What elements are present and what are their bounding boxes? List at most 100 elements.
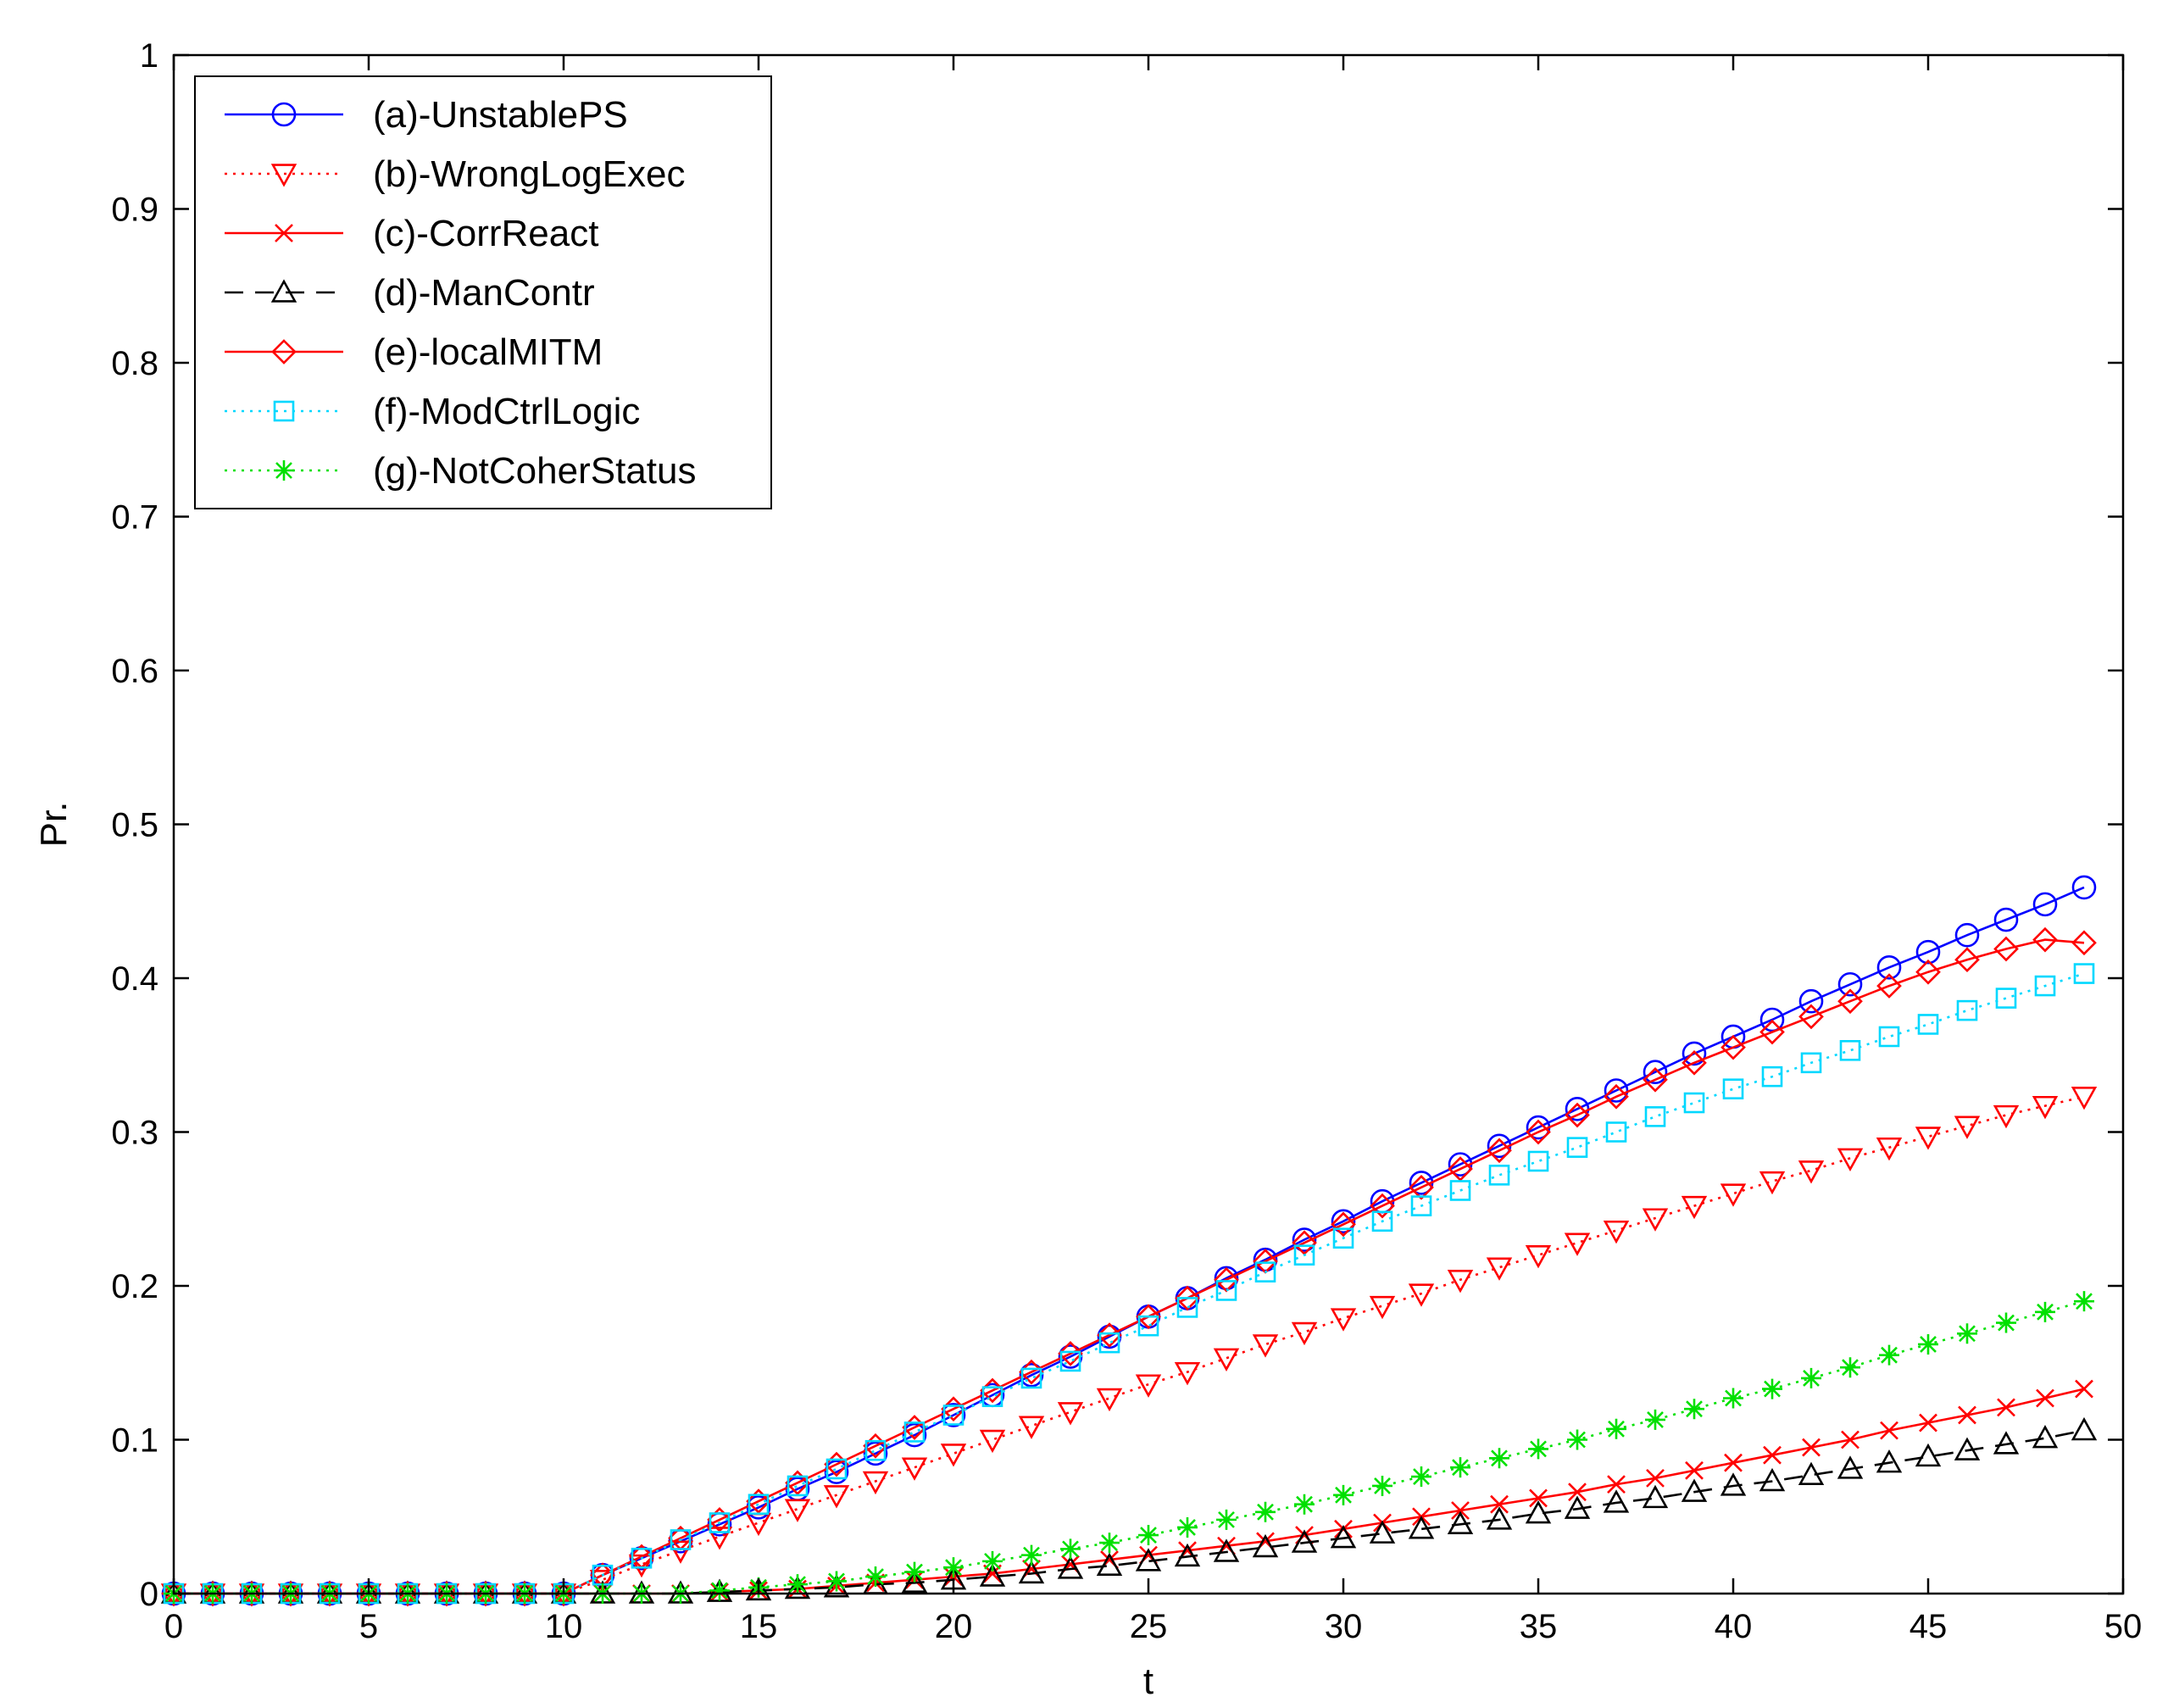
data-point: [902, 1422, 927, 1448]
x-tick-label: 30: [1325, 1608, 1363, 1645]
legend-item-3: (c)-CorrReact: [225, 213, 598, 254]
data-point: [1915, 1443, 1942, 1467]
data-point: [1840, 1357, 1860, 1378]
data-point: [551, 1581, 576, 1606]
data-point: [1527, 1150, 1549, 1172]
data-point: [1880, 1421, 1898, 1440]
data-point: [1489, 1448, 1509, 1469]
x-tick-label: 50: [2104, 1608, 2143, 1645]
data-point: [1526, 1119, 1551, 1145]
data-point: [1409, 1175, 1434, 1200]
data-point: [1841, 1430, 1859, 1449]
data-point: [1642, 1208, 1669, 1232]
data-point: [1993, 1431, 2020, 1455]
data-point: [1798, 988, 1824, 1014]
y-tick-label: 0.2: [111, 1268, 158, 1305]
legend-item-2: (b)-WrongLogExec: [225, 153, 685, 195]
data-point: [1954, 1115, 1981, 1139]
data-point: [1292, 1227, 1317, 1252]
data-point: [823, 1485, 850, 1509]
data-point: [1369, 1295, 1396, 1320]
data-point: [1682, 1049, 1707, 1076]
data-point: [1525, 1245, 1552, 1269]
data-point: [1564, 1495, 1591, 1519]
data-point: [1918, 1333, 1938, 1355]
data-point: [1643, 1060, 1668, 1085]
y-tick-label: 1: [140, 37, 158, 75]
data-point: [1136, 1304, 1161, 1330]
data-point: [2035, 1301, 2055, 1322]
data-point: [1958, 1405, 1976, 1425]
data-point: [1449, 1180, 1471, 1201]
data-point: [1021, 1544, 1042, 1566]
data-point: [473, 1581, 498, 1606]
data-point: [1371, 1210, 1393, 1232]
data-point: [512, 1581, 537, 1606]
data-point: [2032, 1425, 2059, 1449]
data-point: [865, 1566, 886, 1588]
data-point: [1954, 922, 1980, 948]
legend-item-1: (a)-UnstablePS: [225, 94, 628, 136]
data-point: [1333, 1484, 1354, 1505]
data-point: [1448, 1156, 1473, 1182]
data-point: [1720, 1183, 1747, 1207]
y-tick-label: 0.1: [111, 1422, 158, 1460]
data-point: [745, 1577, 772, 1601]
data-point: [1059, 1350, 1081, 1372]
x-tick-label: 0: [164, 1608, 183, 1645]
data-point: [1684, 1399, 1704, 1420]
data-point: [1486, 1506, 1513, 1530]
data-point: [1293, 1244, 1315, 1266]
data-point: [1915, 1127, 1942, 1150]
data-point: [1292, 1230, 1317, 1256]
data-point: [2034, 975, 2056, 997]
legend-marker: [270, 164, 297, 187]
data-point: [1330, 1524, 1357, 1549]
data-point: [1177, 1516, 1198, 1538]
data-point: [1487, 1138, 1512, 1164]
data-point: [278, 1581, 303, 1606]
data-point: [1058, 1341, 1083, 1366]
legend-marker: [271, 339, 297, 364]
data-point: [1802, 1438, 1821, 1457]
data-point: [1099, 1533, 1120, 1554]
data-point: [631, 1547, 653, 1569]
data-point: [826, 1458, 848, 1480]
data-point: [1018, 1416, 1045, 1439]
data-point: [2073, 963, 2095, 984]
data-point: [1645, 1409, 1665, 1430]
data-point: [1995, 988, 2017, 1009]
data-point: [1019, 1362, 1044, 1388]
data-point: [1096, 1552, 1123, 1577]
data-point: [746, 1488, 771, 1514]
data-point: [1488, 1165, 1510, 1186]
data-point: [434, 1581, 459, 1606]
data-point: [395, 1581, 420, 1606]
data-point: [1057, 1402, 1084, 1426]
data-point: [1798, 1461, 1825, 1485]
data-point: [2036, 1388, 2054, 1408]
data-point: [784, 1575, 811, 1600]
axes-layer: 0 5 10 15 20 25 30 35 40 45 50 0 0.1 0.2 0.3 0.4 0.5 0.6 0…: [111, 37, 2142, 1645]
data-point: [1213, 1538, 1240, 1562]
data-point: [2071, 1087, 2098, 1110]
data-point: [1252, 1533, 1279, 1558]
data-point: [1175, 1285, 1200, 1311]
data-point: [1720, 1472, 1747, 1496]
data-point: [706, 1527, 733, 1550]
x-tick-label: 45: [1910, 1608, 1948, 1645]
data-point: [1644, 1106, 1666, 1127]
legend-label: (b)-WrongLogExec: [373, 153, 685, 195]
data-point: [1605, 1121, 1627, 1143]
data-point: [1447, 1510, 1474, 1535]
data-point: [1098, 1332, 1120, 1354]
data-point: [1643, 1066, 1668, 1093]
data-point: [2032, 892, 2058, 917]
data-point: [1761, 1065, 1783, 1088]
data-point: [863, 1441, 888, 1466]
data-point: [1604, 1083, 1629, 1110]
data-point: [1954, 947, 1980, 973]
data-point: [1096, 1388, 1123, 1412]
data-point: [1216, 1509, 1237, 1530]
data-point: [1135, 1374, 1162, 1398]
